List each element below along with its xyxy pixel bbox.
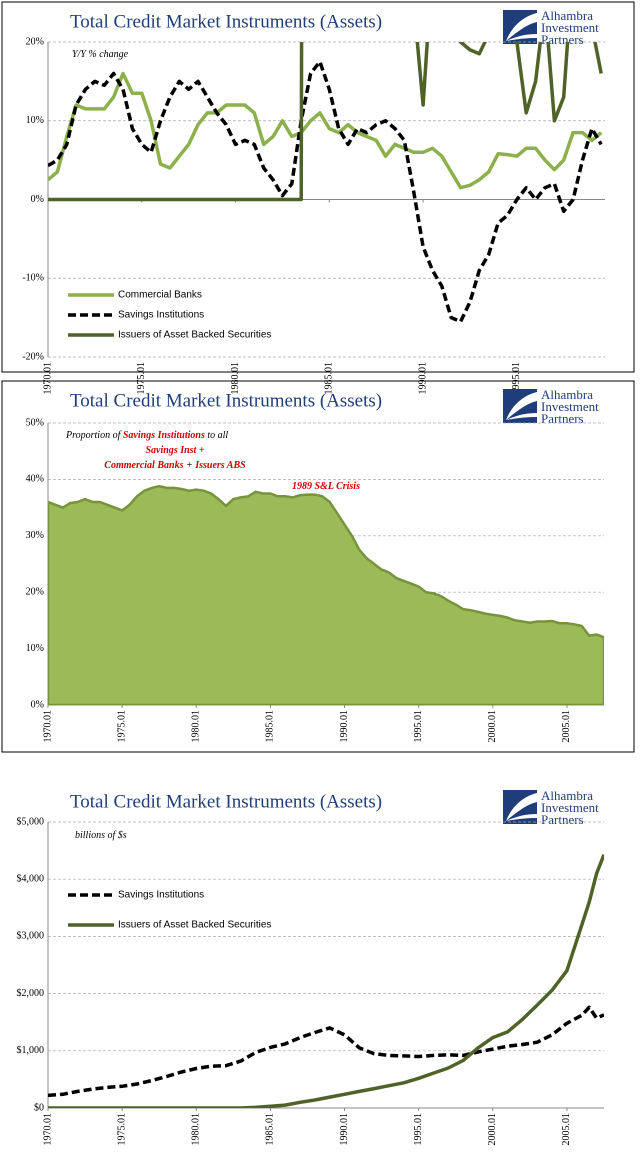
x-tick-label: 1975.01 [116, 710, 127, 743]
logo-text: Partners [541, 812, 584, 827]
y-tick-label: 20% [26, 586, 44, 597]
logo-text: Alhambra [541, 387, 593, 402]
series-area [48, 484, 604, 705]
logo-swoosh [506, 13, 537, 41]
x-tick-label: 1980.01 [191, 1113, 202, 1146]
logo-swoosh [506, 793, 537, 821]
x-tick-label: 1995.01 [413, 1113, 424, 1146]
series-line [48, 42, 603, 202]
x-tick-label: 2000.01 [487, 1113, 498, 1146]
x-tick-label: 1985.01 [265, 1113, 276, 1146]
x-tick-label: 2005.01 [561, 1113, 572, 1146]
annotation: Proportion of Savings Institutions to al… [65, 430, 228, 441]
series-line [48, 71, 603, 190]
logo-swoosh [506, 413, 537, 420]
annotation-part: Proportion of [65, 430, 123, 441]
y-tick-label: 0% [31, 194, 44, 205]
annotation-part: Savings Inst + [145, 445, 204, 456]
annotation: Savings Inst + [145, 445, 204, 456]
x-tick-label: 1975.01 [116, 1113, 127, 1146]
series-line [48, 853, 604, 1108]
annotation-part: Savings Institutions [123, 430, 205, 441]
panel-border [1, 380, 635, 753]
logo-swoosh [506, 34, 537, 41]
y-tick-label: $1,000 [17, 1045, 45, 1056]
annotation-part: billions of $s [75, 830, 127, 841]
legend-label: Savings Institutions [118, 890, 204, 901]
annotation-part: 1989 S&L Crisis [292, 481, 360, 492]
logo-text: Alhambra [541, 8, 593, 23]
x-tick-label: 1990.01 [339, 710, 350, 743]
x-tick-label: 1970.01 [42, 362, 53, 395]
chart-title: Total Credit Market Instruments (Assets) [70, 11, 382, 32]
x-tick-label: 1970.01 [42, 1113, 53, 1146]
logo-swoosh [506, 392, 537, 420]
legend-label: Issuers of Asset Backed Securities [118, 330, 271, 341]
x-tick-label: 2005.01 [561, 710, 572, 743]
y-tick-label: 40% [26, 474, 44, 485]
annotation-part: Commercial Banks [104, 460, 183, 471]
chart-title: Total Credit Market Instruments (Assets) [70, 791, 382, 812]
x-tick-label: 1995.01 [413, 710, 424, 743]
y-tick-label: 30% [26, 530, 44, 541]
logo-text: Investment [541, 399, 599, 414]
x-tick-label: 2000.01 [487, 710, 498, 743]
annotation: Y/Y % change [72, 49, 129, 60]
series-line [48, 59, 603, 324]
y-tick-label: -20% [22, 351, 44, 362]
y-tick-label: $2,000 [17, 988, 45, 999]
series-line [48, 1005, 604, 1098]
x-tick-label: 1980.01 [191, 710, 202, 743]
logo-text: Investment [541, 800, 599, 815]
y-tick-label: $5,000 [17, 816, 45, 827]
y-tick-label: -10% [22, 273, 44, 284]
annotation: 1989 S&L Crisis [292, 481, 360, 492]
x-tick-label: 1995.01 [511, 362, 522, 395]
y-tick-label: $0 [34, 1102, 44, 1113]
chart-title: Total Credit Market Instruments (Assets) [70, 390, 382, 411]
legend-label: Issuers of Asset Backed Securities [118, 920, 271, 931]
annotation-part: Y/Y % change [72, 49, 129, 60]
panel-border [1, 1, 635, 373]
annotation: billions of $s [75, 830, 127, 841]
x-tick-label: 1970.01 [42, 710, 53, 743]
x-tick-label: 1985.01 [265, 710, 276, 743]
logo-text: Investment [541, 20, 599, 35]
x-tick-label: 1990.01 [417, 362, 428, 395]
logo-text: Partners [541, 411, 584, 426]
x-tick-label: 1990.01 [339, 1113, 350, 1146]
annotation-part: to all [205, 430, 229, 441]
legend-label: Commercial Banks [118, 290, 202, 301]
y-tick-label: 10% [26, 643, 44, 654]
annotation-part: Issuers ABS [194, 460, 246, 471]
y-tick-label: 10% [26, 115, 44, 126]
x-tick-label: 1980.01 [230, 362, 241, 395]
logo-text: Alhambra [541, 788, 593, 803]
y-tick-label: 20% [26, 36, 44, 47]
annotation: Commercial Banks + Issuers ABS [104, 460, 246, 471]
legend-label: Savings Institutions [118, 310, 204, 321]
y-tick-label: $3,000 [17, 931, 45, 942]
annotation-part: + [183, 460, 195, 471]
x-tick-label: 1985.01 [324, 362, 335, 395]
y-tick-label: 50% [26, 417, 44, 428]
logo-text: Partners [541, 32, 584, 47]
y-tick-label: 0% [31, 699, 44, 710]
logo-swoosh [506, 814, 537, 821]
x-tick-label: 1975.01 [136, 362, 147, 395]
y-tick-label: $4,000 [17, 873, 45, 884]
